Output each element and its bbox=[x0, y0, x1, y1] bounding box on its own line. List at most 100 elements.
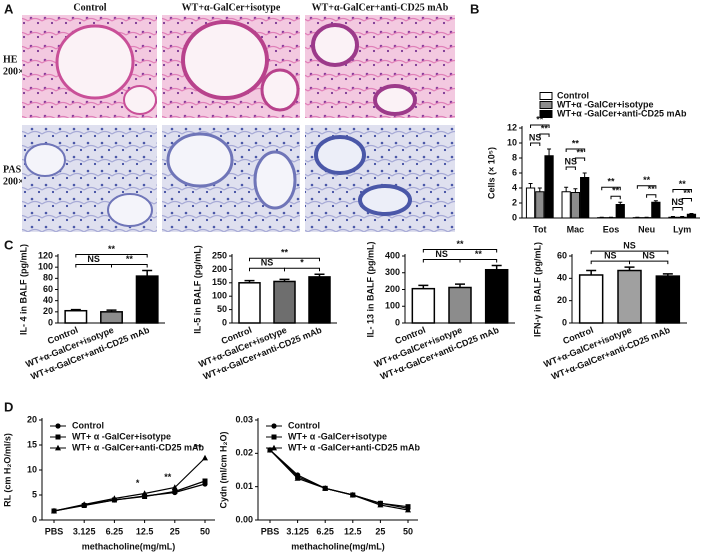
error-bar bbox=[586, 269, 597, 275]
bar bbox=[308, 276, 331, 324]
y-tick-label: 60 bbox=[43, 284, 53, 294]
marker bbox=[377, 501, 384, 508]
marker bbox=[55, 434, 61, 440]
y-axis-label: RL (cm H₂O/ml/s) bbox=[2, 433, 12, 507]
y-tick-label: 100 bbox=[385, 301, 400, 311]
significance-bracket bbox=[610, 195, 621, 200]
y-tick-label: 5 bbox=[32, 489, 37, 499]
significance-bracket bbox=[422, 249, 498, 253]
x-tick-label: Neu bbox=[638, 224, 655, 234]
y-tick-label: 10 bbox=[507, 137, 517, 147]
y-axis-label: IL- 4 in BALF (pg/mL) bbox=[18, 244, 28, 335]
marker bbox=[349, 491, 356, 498]
x-tick-label: 25 bbox=[170, 526, 180, 536]
y-tick-label: 2 bbox=[512, 197, 517, 207]
marker bbox=[294, 475, 301, 481]
significance-bracket bbox=[601, 186, 621, 191]
x-tick-label: 50 bbox=[200, 526, 210, 536]
y-tick-label: 200 bbox=[212, 264, 227, 274]
marker bbox=[55, 444, 61, 451]
panel-label: D bbox=[4, 399, 13, 414]
x-tick-label: Eos bbox=[603, 224, 620, 234]
bar bbox=[64, 309, 88, 324]
significance-bracket bbox=[530, 124, 550, 128]
error-bar bbox=[564, 186, 569, 192]
bar bbox=[273, 280, 296, 324]
marker bbox=[267, 446, 273, 453]
significance-label: NS bbox=[435, 249, 448, 259]
error-bar bbox=[653, 200, 658, 203]
error-bar bbox=[244, 279, 255, 283]
legend-label: WT+ α -GalCer+isotype bbox=[72, 431, 171, 441]
significance-label: ** bbox=[572, 138, 580, 148]
significance-label: ** bbox=[577, 147, 585, 157]
significance-bracket bbox=[530, 142, 541, 146]
error-bar bbox=[624, 266, 635, 271]
significance-label: ** bbox=[456, 239, 464, 249]
x-tick-label: Lym bbox=[673, 224, 691, 234]
y-axis-label: IL-5 in BALF (pg/mL) bbox=[192, 245, 202, 333]
significance-bracket bbox=[672, 189, 692, 193]
bar bbox=[686, 213, 697, 219]
error-bar bbox=[582, 172, 587, 178]
y-axis-label: IFN-γ in BALF (pg/mL) bbox=[532, 242, 542, 337]
y-tick-label: 100 bbox=[212, 291, 227, 301]
bar bbox=[135, 275, 159, 324]
line bbox=[269, 449, 409, 509]
significance-label: ** bbox=[679, 179, 687, 189]
error-bar bbox=[106, 309, 117, 312]
x-tick-label: 50 bbox=[403, 526, 413, 536]
column-header: Control bbox=[73, 2, 106, 13]
bar bbox=[100, 311, 123, 324]
significance-bracket bbox=[249, 257, 320, 262]
legend-label: WT+α -GalCer+isotype bbox=[557, 99, 654, 109]
bar bbox=[617, 269, 642, 324]
marker bbox=[172, 489, 178, 494]
significance-label: ** bbox=[164, 472, 172, 482]
legend-label: WT+α -GalCer+anti-CD25 mAb bbox=[557, 108, 687, 118]
error-bar bbox=[573, 188, 578, 193]
x-tick-label: PBS bbox=[45, 526, 64, 536]
y-tick-label: 4 bbox=[512, 182, 517, 192]
row-header: 200× bbox=[3, 176, 24, 187]
significance-label: ** bbox=[541, 123, 549, 133]
marker bbox=[271, 444, 277, 451]
error-bar bbox=[142, 269, 153, 277]
y-tick-label: 80 bbox=[43, 273, 53, 283]
y-tick-label: 0 bbox=[512, 212, 517, 222]
x-tick-label: 3.125 bbox=[286, 526, 309, 536]
marker bbox=[81, 501, 88, 507]
significance-label: NS bbox=[261, 258, 274, 268]
x-axis-label: methacholine(mg/mL) bbox=[291, 541, 385, 551]
bar bbox=[570, 192, 581, 219]
bar bbox=[411, 287, 436, 324]
legend-label: WT+ α -GalCer+isotype bbox=[288, 431, 387, 441]
bar bbox=[655, 275, 681, 324]
bar bbox=[615, 204, 625, 219]
significance-label: ** bbox=[607, 177, 615, 187]
bar bbox=[677, 216, 687, 219]
y-tick-label: 120 bbox=[38, 250, 53, 260]
y-tick-label: 50 bbox=[217, 304, 227, 314]
legend-label: Control bbox=[72, 420, 104, 430]
error-bar bbox=[670, 216, 675, 218]
significance-bracket bbox=[459, 259, 498, 263]
significance-label: ** bbox=[126, 254, 134, 264]
legend-label: Control bbox=[557, 90, 589, 100]
significance-label: ** bbox=[281, 248, 289, 258]
significance-label: NS bbox=[529, 132, 542, 142]
significance-bracket bbox=[422, 259, 461, 263]
significance-label: ** bbox=[683, 188, 691, 198]
significance-label: * bbox=[300, 258, 304, 268]
y-tick-label: 12 bbox=[507, 122, 517, 132]
legend-label: Control bbox=[288, 420, 320, 430]
x-tick-label: 12.5 bbox=[136, 526, 154, 536]
x-tick-label: PBS bbox=[261, 526, 280, 536]
x-tick-label: Tot bbox=[533, 224, 546, 234]
y-axis-label: Cells (× 10⁵) bbox=[486, 147, 496, 199]
significance-label: ** bbox=[643, 175, 651, 185]
y-tick-label: 20 bbox=[557, 295, 567, 305]
line bbox=[269, 449, 409, 511]
y-tick-label: 0.00 bbox=[235, 514, 253, 524]
